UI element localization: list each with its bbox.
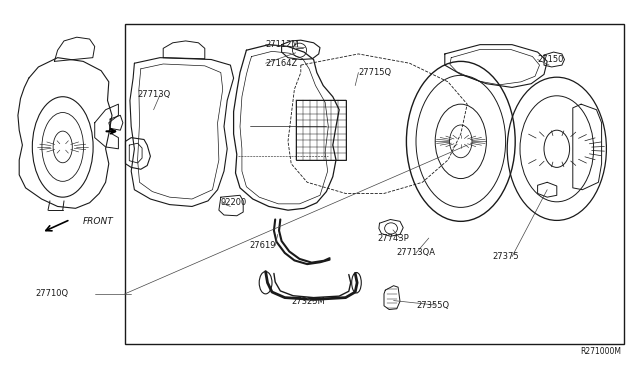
Text: 92200: 92200	[221, 198, 247, 207]
Text: 27715Q: 27715Q	[358, 68, 392, 77]
Text: R271000M: R271000M	[580, 347, 621, 356]
Text: 27164Z: 27164Z	[266, 59, 298, 68]
Text: 27713QA: 27713QA	[397, 248, 436, 257]
Text: 27619: 27619	[250, 241, 276, 250]
Text: 27355Q: 27355Q	[416, 301, 449, 310]
Text: 27713Q: 27713Q	[138, 90, 171, 99]
Text: 27325M: 27325M	[291, 297, 325, 306]
Text: 27112M: 27112M	[266, 40, 300, 49]
Bar	[296, 100, 346, 160]
Text: 27710Q: 27710Q	[35, 289, 68, 298]
Text: 27150: 27150	[538, 55, 564, 64]
Bar	[125, 24, 624, 344]
Text: 27375: 27375	[493, 252, 520, 261]
Text: 27743P: 27743P	[378, 234, 410, 243]
Text: FRONT: FRONT	[83, 217, 114, 226]
